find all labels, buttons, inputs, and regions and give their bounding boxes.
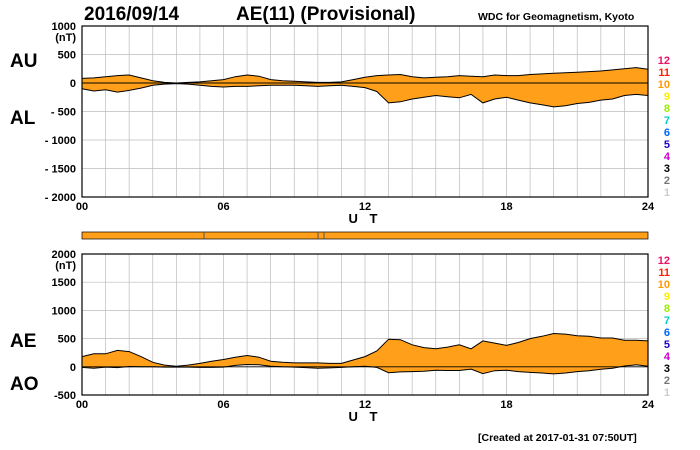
header-source: WDC for Geomagnetism, Kyoto [478, 11, 635, 23]
x-tick-label: 24 [642, 399, 655, 411]
plot-border [81, 25, 649, 198]
legend-number: 6 [664, 127, 670, 139]
legend-number: 5 [664, 139, 670, 151]
series-line-ae [81, 332, 649, 367]
series-label-ae: AE [10, 331, 36, 352]
legend-number: 1 [664, 387, 670, 399]
legend-number: 3 [664, 363, 670, 375]
legend-number: 8 [664, 103, 670, 115]
legend-number: 4 [664, 351, 671, 363]
legend-number: 7 [664, 315, 670, 327]
series-line-al [81, 83, 649, 108]
legend-number: 10 [658, 279, 670, 291]
y-tick-label: - 500 [51, 107, 76, 119]
y-unit-label: (nT) [55, 32, 76, 44]
series-line-au [81, 67, 649, 84]
y-tick-label: 0 [70, 78, 76, 90]
y-tick-label: -500 [54, 390, 76, 402]
legend-number: 4 [664, 151, 671, 163]
y-tick-label: 1500 [52, 277, 76, 289]
x-tick-label: 06 [217, 201, 229, 213]
y-unit-label: (nT) [55, 260, 76, 272]
header-title: AE(11) (Provisional) [236, 4, 416, 25]
legend-number: 7 [664, 115, 670, 127]
legend-number: 10 [658, 79, 670, 91]
x-tick-label: 06 [217, 399, 229, 411]
header-date: 2016/09/14 [84, 4, 180, 25]
legend-number: 11 [658, 67, 670, 79]
y-tick-label: 1000 [52, 21, 76, 33]
plot-border [81, 253, 649, 396]
legend-number: 2 [664, 375, 670, 387]
y-tick-label: - 1000 [45, 135, 76, 147]
timeline-bar [81, 231, 649, 240]
legend-number: 3 [664, 163, 670, 175]
y-tick-label: - 1500 [45, 164, 76, 176]
y-tick-label: 2000 [52, 249, 76, 261]
legend-number: 8 [664, 303, 670, 315]
legend-number: 12 [658, 55, 670, 67]
x-tick-label: 00 [76, 201, 88, 213]
x-tick-label: 12 [359, 399, 371, 411]
x-axis-label: U T [349, 211, 382, 226]
y-tick-label: 500 [58, 50, 76, 62]
x-tick-label: 00 [76, 399, 88, 411]
series-label-au: AU [10, 51, 37, 72]
legend-number: 11 [658, 267, 670, 279]
y-tick-label: 500 [58, 334, 76, 346]
x-tick-label: 18 [500, 399, 512, 411]
x-tick-label: 18 [500, 201, 512, 213]
footer-created: [Created at 2017-01-31 07:50UT] [478, 432, 637, 444]
legend-number: 9 [664, 291, 670, 303]
x-axis-label: U T [349, 409, 382, 424]
y-tick-label: 1000 [52, 305, 76, 317]
legend-number: 6 [664, 327, 670, 339]
legend-number: 5 [664, 339, 670, 351]
legend-number: 1 [664, 187, 670, 199]
y-tick-label: - 2000 [45, 192, 76, 204]
x-tick-label: 12 [359, 201, 371, 213]
x-tick-label: 24 [642, 201, 655, 213]
legend-number: 9 [664, 91, 670, 103]
series-label-al: AL [10, 108, 36, 129]
y-tick-label: 0 [70, 362, 76, 374]
legend-number: 12 [658, 255, 670, 267]
series-line-ao [81, 363, 649, 375]
area-fill-ae-ao [82, 333, 648, 374]
legend-number: 2 [664, 175, 670, 187]
series-label-ao: AO [10, 374, 39, 395]
